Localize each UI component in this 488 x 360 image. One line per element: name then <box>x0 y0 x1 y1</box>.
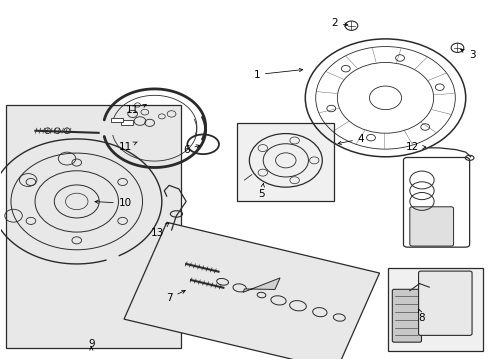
Text: 10: 10 <box>95 198 132 208</box>
FancyBboxPatch shape <box>409 207 453 246</box>
Text: 8: 8 <box>418 309 425 323</box>
Text: 5: 5 <box>258 184 264 199</box>
Bar <box>120 120 132 125</box>
Text: 6: 6 <box>183 145 199 155</box>
FancyBboxPatch shape <box>403 157 468 247</box>
Text: 9: 9 <box>88 339 95 348</box>
Text: 1: 1 <box>253 68 302 80</box>
Text: 3: 3 <box>460 49 474 60</box>
Text: 11: 11 <box>119 142 137 152</box>
Text: 2: 2 <box>330 18 347 28</box>
Text: 11: 11 <box>126 104 146 115</box>
Polygon shape <box>124 222 379 360</box>
Text: 13: 13 <box>150 223 168 238</box>
Bar <box>6 105 181 348</box>
Text: 4: 4 <box>337 134 364 145</box>
Text: 12: 12 <box>405 142 425 152</box>
FancyBboxPatch shape <box>418 271 471 336</box>
Text: 7: 7 <box>165 291 185 303</box>
Bar <box>111 118 122 122</box>
FancyBboxPatch shape <box>391 289 421 342</box>
Polygon shape <box>243 278 280 292</box>
Bar <box>237 123 334 202</box>
Bar <box>387 267 482 351</box>
